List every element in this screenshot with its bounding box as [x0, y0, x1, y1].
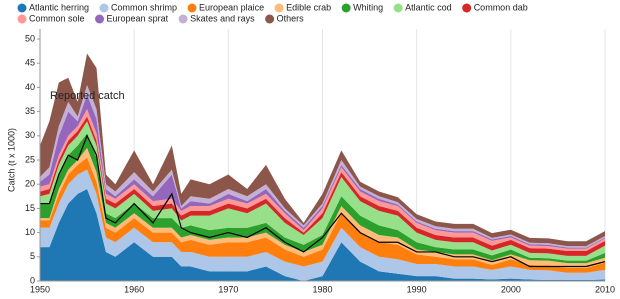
legend-swatch: [274, 3, 284, 13]
legend-item: Atlantic cod: [393, 2, 452, 13]
y-tick-label: 10: [25, 227, 35, 237]
area: [40, 53, 605, 247]
legend-swatch: [178, 14, 188, 24]
x-tick-label: 1970: [218, 284, 238, 294]
legend-label: Skates and rays: [190, 13, 255, 23]
legend-swatch: [265, 14, 275, 24]
legend-label: Atlantic herring: [29, 2, 89, 12]
area: [40, 133, 605, 264]
x-tick-label: 1960: [124, 284, 144, 294]
legend-item: Edible crab: [274, 2, 331, 13]
y-tick-label: 20: [25, 179, 35, 189]
y-axis-label: Catch (t x 1000): [6, 128, 16, 192]
y-tick-label: 50: [25, 33, 35, 43]
y-tick-label: 45: [25, 58, 35, 68]
area: [40, 147, 605, 268]
grid: [39, 29, 606, 281]
x-tick-label: 1950: [30, 284, 50, 294]
legend-swatch: [17, 3, 27, 13]
legend-swatch: [95, 14, 105, 24]
legend-item: Common dab: [462, 2, 528, 13]
legend-swatch: [17, 14, 27, 24]
legend-label: Edible crab: [286, 2, 331, 12]
y-tick-label: 40: [25, 82, 35, 92]
legend-item: Common shrimp: [99, 2, 177, 13]
legend-swatch: [341, 3, 351, 13]
area: [40, 169, 605, 281]
area: [40, 84, 605, 248]
legend-label: Others: [277, 13, 305, 23]
y-tick-label: 35: [25, 106, 35, 116]
y-tick-label: 0: [30, 275, 35, 285]
legend-label: Common dab: [474, 2, 528, 12]
legend-item: Others: [265, 13, 305, 24]
legend-swatch: [99, 3, 109, 13]
x-tick-label: 2010: [595, 284, 615, 294]
legend-label: European sprat: [107, 13, 169, 23]
annotation: Reported catch: [50, 90, 125, 102]
legend-label: European plaice: [199, 2, 264, 12]
x-tick-label: 1980: [312, 284, 332, 294]
legend-label: Common shrimp: [111, 2, 177, 12]
area: [40, 109, 605, 251]
area: [40, 189, 605, 281]
legend-item: Common sole: [17, 13, 85, 24]
legend-item: European sprat: [95, 13, 169, 24]
area: [40, 94, 605, 249]
y-tick-label: 5: [30, 251, 35, 261]
y-tick-label: 30: [25, 130, 35, 140]
legend-swatch: [462, 3, 472, 13]
legend-item: Skates and rays: [178, 13, 255, 24]
legend-swatch: [393, 3, 403, 13]
legend-item: European plaice: [187, 2, 264, 13]
legend-item: Whiting: [341, 2, 383, 13]
area: [40, 157, 605, 273]
legend-label: Whiting: [353, 2, 383, 12]
legend-label: Common sole: [29, 13, 85, 23]
x-tick-label: 2000: [501, 284, 521, 294]
x-tick-label: 1990: [407, 284, 427, 294]
legend-label: Atlantic cod: [405, 2, 452, 12]
reported-catch-line: [40, 134, 606, 268]
y-tick-label: 15: [25, 203, 35, 213]
legend-item: Atlantic herring: [17, 2, 89, 13]
legend-swatch: [187, 3, 197, 13]
y-tick-label: 25: [25, 154, 35, 164]
